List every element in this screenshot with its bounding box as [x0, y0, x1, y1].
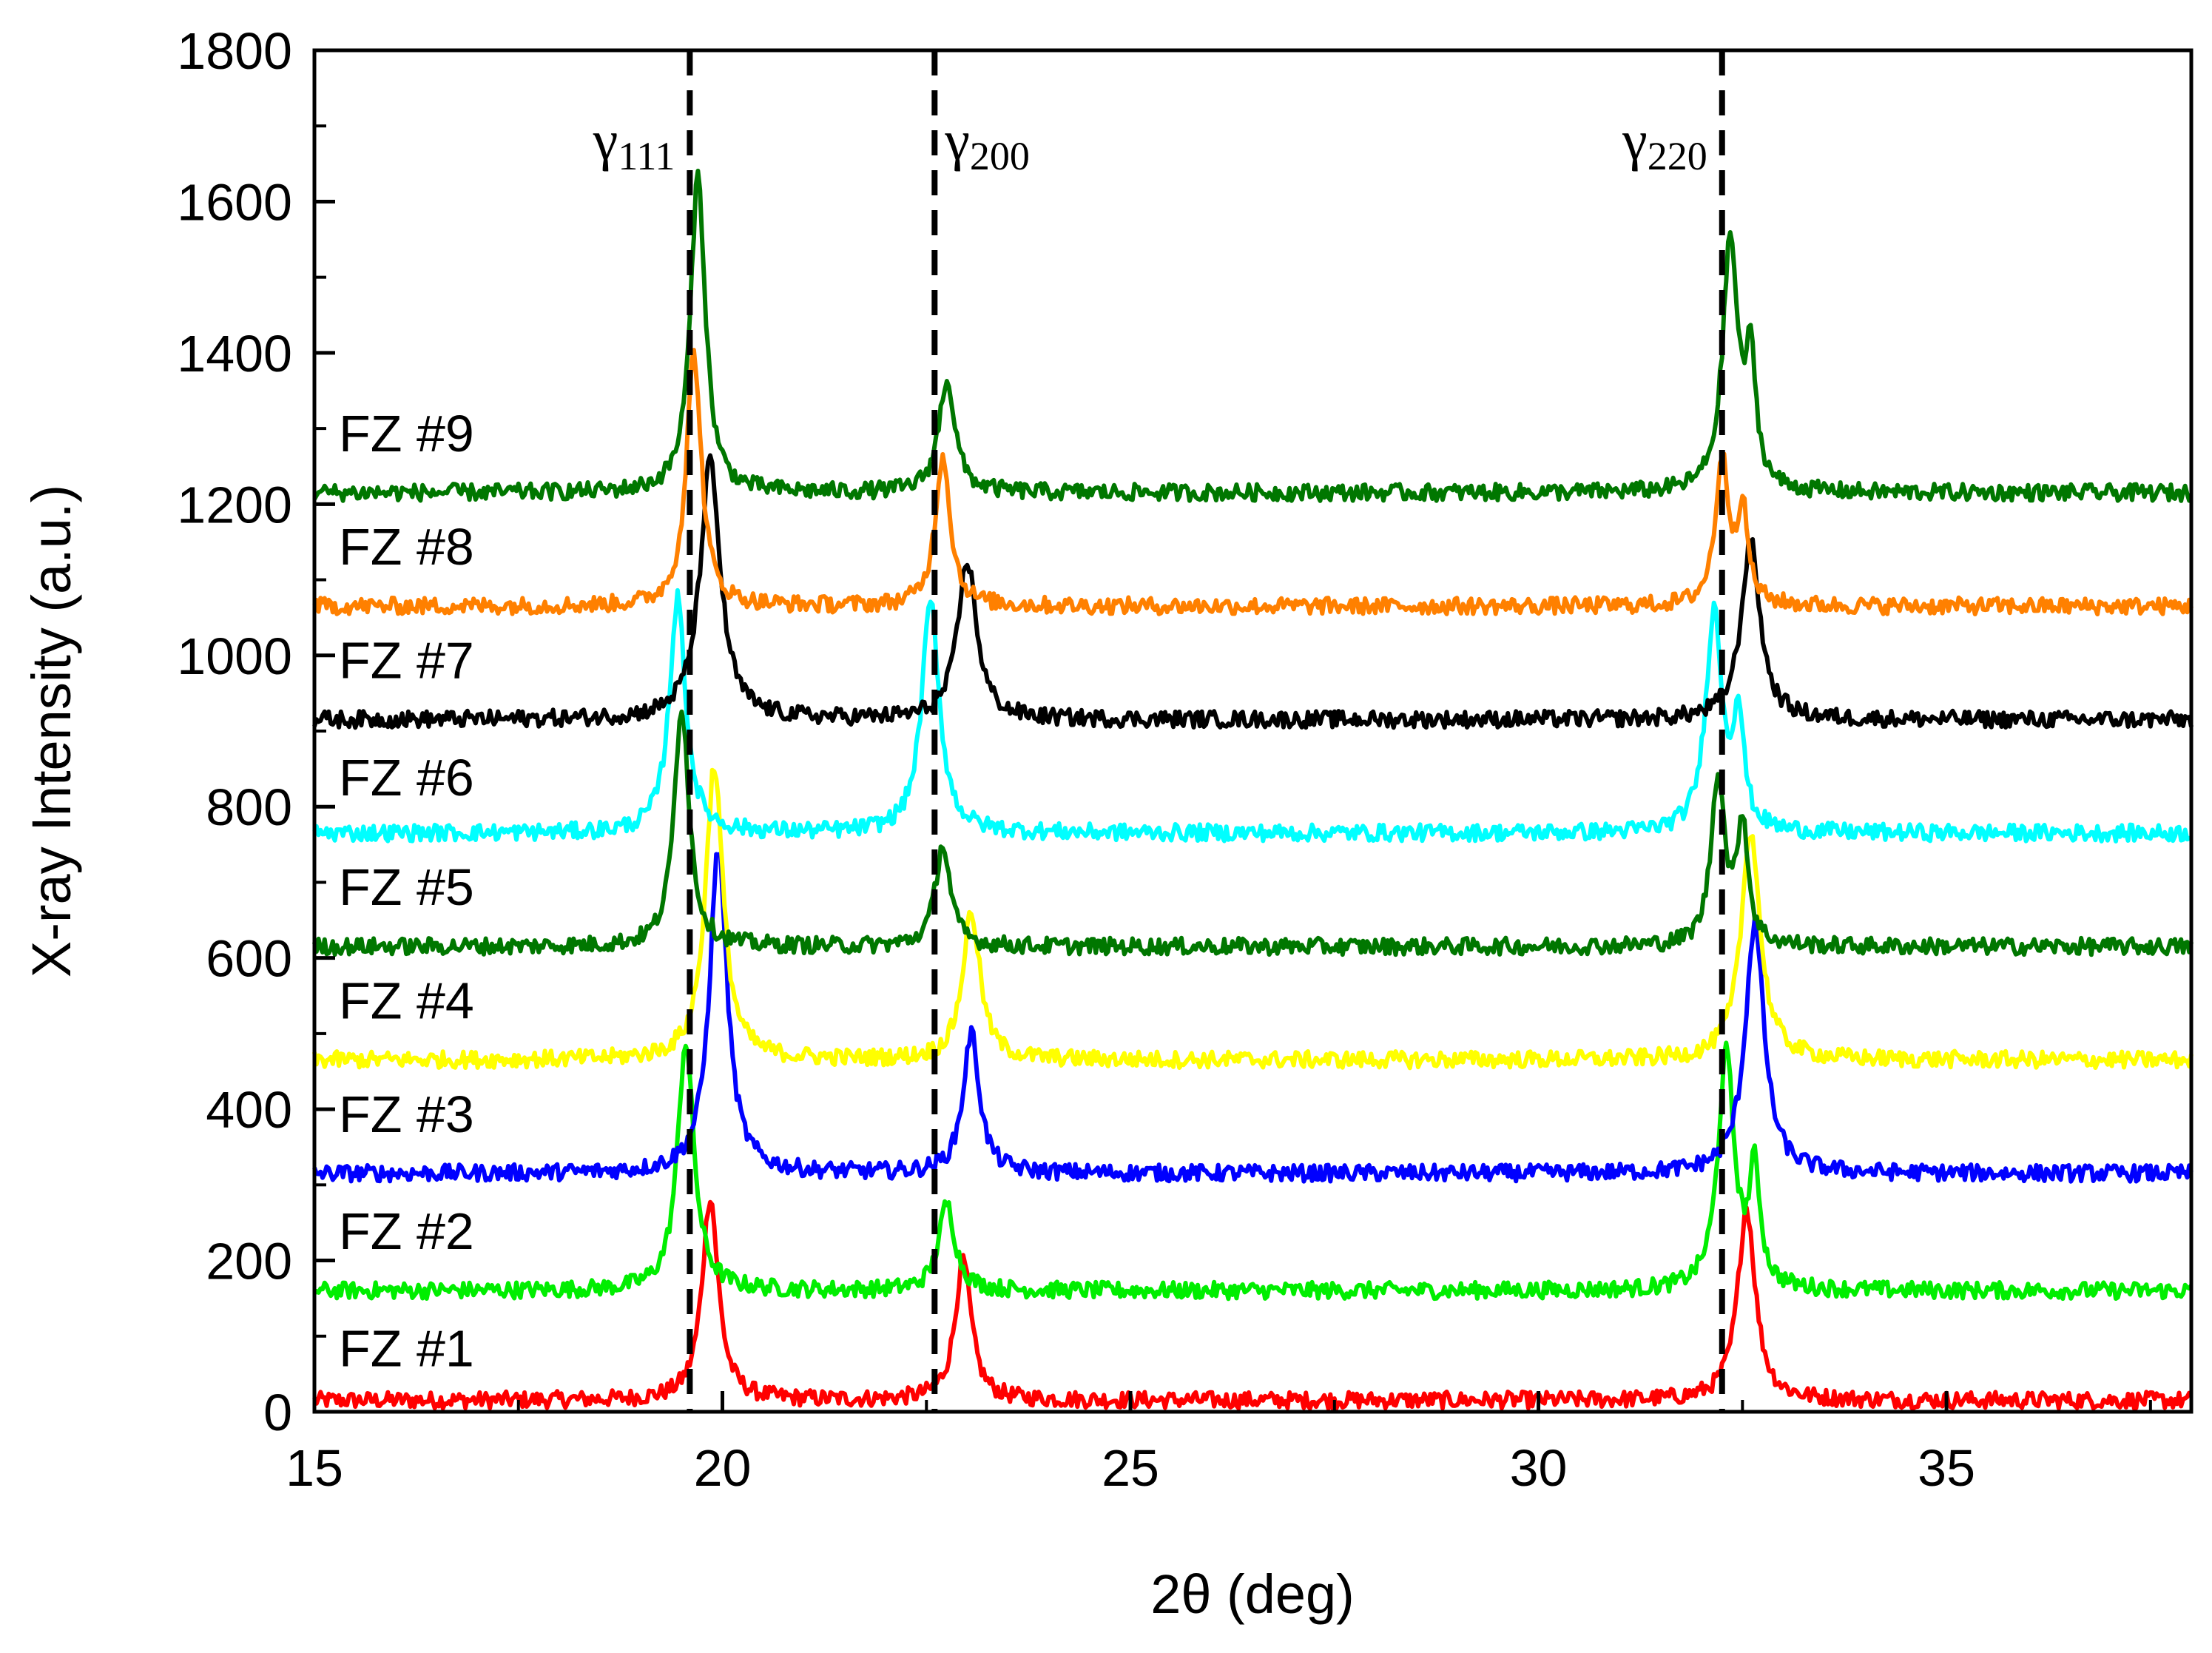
peak-label-subscript: 111 — [618, 134, 675, 178]
series-line-fz-6 — [312, 588, 2193, 844]
series-layer — [312, 169, 2194, 1411]
y-tick-label-400: 400 — [206, 1081, 292, 1139]
axis-ticks: 15 20 25 30 35 0 200 400 600 800 1000 1200 1400 1600 1… — [177, 22, 2152, 1497]
series-line-fz-2 — [312, 1040, 2194, 1302]
series-line-fz-7 — [312, 453, 2194, 730]
x-tick-label-15: 15 — [286, 1439, 343, 1497]
series-label-fz-7: FZ #7 — [339, 631, 474, 689]
series-line-fz-1 — [312, 1199, 2193, 1411]
peak-label-symbol: γ — [944, 110, 970, 172]
series-label-fz-9: FZ #9 — [339, 405, 474, 462]
series-label-fz-3: FZ #3 — [339, 1085, 474, 1143]
y-tick-label-1800: 1800 — [177, 22, 292, 80]
peak-label-symbol: γ — [1622, 110, 1648, 172]
peak-label-symbol: γ — [593, 110, 618, 172]
y-tick-label-800: 800 — [206, 778, 292, 836]
series-line-fz-3 — [312, 851, 2194, 1184]
reference-lines: γ111 γ200 γ220 — [593, 50, 1725, 1412]
y-tick-label-1000: 1000 — [177, 627, 292, 685]
peak-label-subscript: 220 — [1648, 134, 1707, 178]
peak-label-200: γ200 — [944, 110, 1030, 178]
x-tick-label-20: 20 — [694, 1439, 752, 1497]
y-tick-label-1200: 1200 — [177, 476, 292, 533]
y-tick-label-200: 200 — [206, 1233, 292, 1290]
x-tick-label-25: 25 — [1102, 1439, 1159, 1497]
series-labels: FZ #1 FZ #2 FZ #3 FZ #4 FZ #5 FZ #6 FZ #7 FZ #8… — [339, 405, 474, 1378]
series-label-fz-8: FZ #8 — [339, 518, 474, 576]
series-line-fz-9 — [312, 169, 2193, 503]
y-axis-title: X-ray Intensity (a.u.) — [21, 485, 82, 977]
series-line-fz-5 — [312, 709, 2194, 957]
peak-label-111: γ111 — [593, 110, 675, 178]
series-label-fz-4: FZ #4 — [339, 972, 474, 1029]
series-label-fz-6: FZ #6 — [339, 749, 474, 807]
y-tick-label-0: 0 — [263, 1384, 292, 1441]
x-axis-title: 2θ (deg) — [1150, 1563, 1355, 1625]
series-label-fz-1: FZ #1 — [339, 1320, 474, 1378]
series-label-fz-5: FZ #5 — [339, 858, 474, 916]
y-tick-label-600: 600 — [206, 930, 292, 988]
series-line-fz-4 — [312, 767, 2194, 1071]
y-tick-label-1400: 1400 — [177, 325, 292, 383]
peak-label-subscript: 200 — [970, 134, 1030, 178]
y-tick-label-1600: 1600 — [177, 173, 292, 231]
peak-label-220: γ220 — [1622, 110, 1707, 178]
series-line-fz-8 — [312, 348, 2194, 616]
x-tick-label-30: 30 — [1510, 1439, 1568, 1497]
series-label-fz-2: FZ #2 — [339, 1202, 474, 1260]
x-tick-label-35: 35 — [1918, 1439, 1975, 1497]
